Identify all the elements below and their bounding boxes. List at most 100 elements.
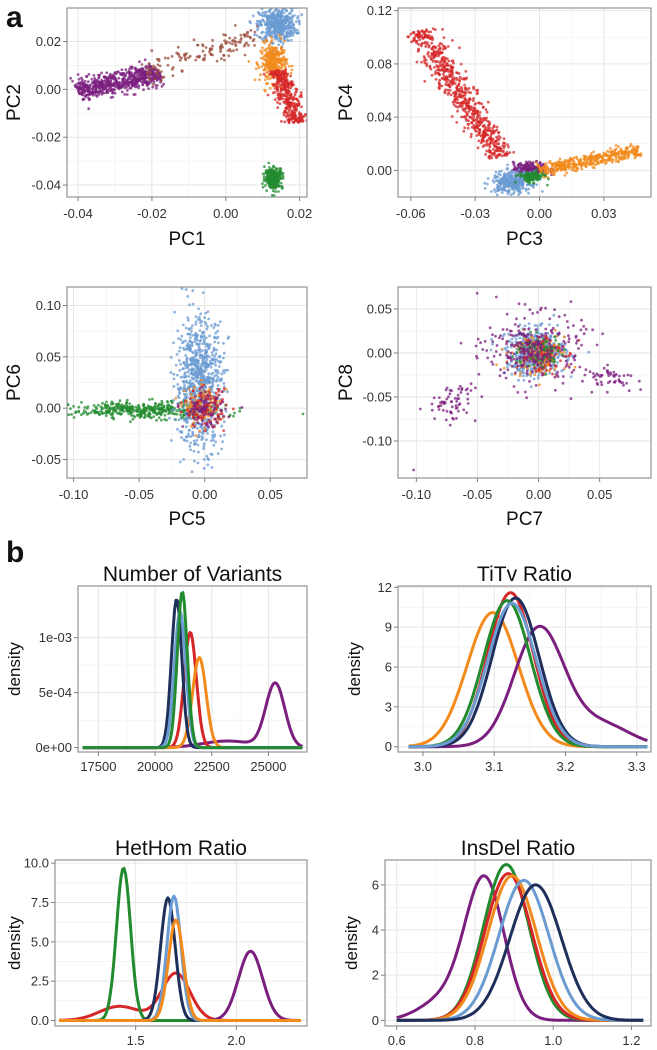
data-point: [517, 188, 521, 191]
data-point: [133, 415, 137, 419]
data-point: [290, 20, 294, 24]
data-point: [439, 64, 443, 68]
data-point: [179, 362, 183, 366]
data-point: [169, 371, 173, 374]
data-point: [107, 87, 111, 90]
data-point: [489, 141, 493, 145]
data-point: [559, 161, 563, 165]
data-point: [61, 402, 64, 405]
data-point: [544, 170, 547, 173]
data-point: [274, 36, 277, 39]
data-point: [80, 413, 83, 417]
data-point: [431, 27, 435, 31]
data-point: [216, 329, 220, 333]
data-point: [112, 81, 116, 85]
data-point: [497, 188, 501, 192]
data-point: [270, 60, 274, 63]
data-point: [277, 190, 280, 193]
data-point: [470, 121, 474, 125]
data-point: [178, 368, 182, 372]
chart-pca12: -0.04 -0.02 0.00 0.02-0.04-0.020.000.02PC1P…: [4, 7, 312, 250]
data-point: [627, 153, 631, 157]
data-point: [519, 171, 522, 175]
data-point: [279, 84, 282, 87]
data-point: [455, 121, 459, 124]
data-point: [260, 50, 264, 54]
data-point: [205, 358, 209, 362]
data-point: [504, 175, 507, 179]
data-point: [515, 178, 519, 182]
data-point: [213, 358, 217, 361]
data-point: [460, 90, 464, 94]
data-point: [145, 409, 148, 413]
data-point: [457, 78, 461, 82]
x-tick-label: 0.05: [258, 487, 283, 502]
data-point: [76, 73, 80, 76]
data-point: [77, 410, 81, 414]
data-point: [141, 82, 145, 86]
data-point: [440, 42, 444, 46]
data-point: [188, 444, 192, 448]
data-point: [266, 70, 269, 74]
data-point: [524, 173, 527, 177]
data-point: [424, 40, 427, 44]
point-cluster-purple: [69, 58, 166, 111]
data-point: [70, 413, 73, 416]
data-point: [606, 150, 609, 153]
data-point: [190, 376, 194, 379]
data-point: [177, 418, 181, 422]
data-point: [194, 58, 198, 62]
data-point: [277, 39, 280, 42]
data-point: [178, 359, 181, 362]
data-point: [145, 84, 149, 87]
data-point: [197, 307, 200, 311]
data-point: [77, 405, 81, 409]
data-point: [216, 384, 220, 387]
data-point: [463, 126, 467, 130]
data-point: [132, 93, 136, 96]
data-point: [226, 337, 230, 340]
data-point: [476, 146, 480, 150]
plot-frame: [397, 7, 652, 198]
data-point: [125, 93, 129, 96]
data-point: [274, 64, 278, 68]
data-point: [134, 85, 137, 89]
data-point: [574, 169, 578, 173]
data-point: [520, 163, 523, 167]
data-point: [67, 413, 71, 417]
data-point: [272, 18, 276, 21]
data-point: [243, 53, 247, 57]
data-point: [596, 156, 600, 160]
data-point: [293, 93, 297, 97]
data-point: [529, 161, 533, 165]
data-point: [186, 366, 190, 369]
data-point: [192, 449, 196, 453]
data-point: [525, 179, 529, 183]
data-point: [118, 399, 122, 403]
data-point: [99, 409, 103, 413]
data-point: [239, 37, 243, 40]
data-point: [105, 400, 108, 404]
data-point: [233, 40, 237, 44]
data-point: [277, 60, 280, 63]
data-point: [290, 83, 293, 87]
data-point: [575, 157, 579, 161]
data-point: [554, 167, 557, 170]
data-point: [280, 120, 283, 123]
data-point: [91, 90, 95, 94]
data-point: [299, 115, 303, 119]
data-point: [279, 11, 283, 15]
data-point: [121, 73, 125, 77]
data-point: [502, 149, 505, 153]
data-point: [151, 85, 155, 89]
data-point: [131, 417, 135, 421]
data-point: [210, 416, 213, 420]
data-point: [249, 36, 252, 40]
data-point: [107, 75, 111, 78]
data-point: [174, 363, 178, 367]
data-point: [558, 157, 562, 161]
data-point: [289, 71, 293, 75]
data-point: [504, 189, 508, 193]
data-point: [292, 113, 296, 116]
data-point: [286, 111, 290, 115]
